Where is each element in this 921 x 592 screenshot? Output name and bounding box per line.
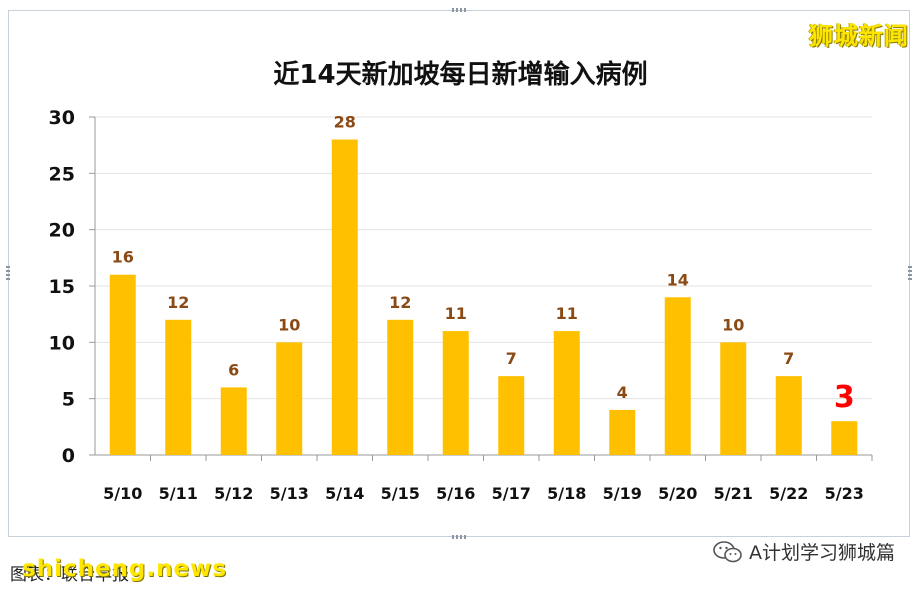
data-label: 7 [506,349,517,368]
bar [331,139,358,456]
wechat-account: A计划学习狮城篇 [713,538,895,565]
x-tick-label: 5/11 [159,484,198,503]
wechat-label: A计划学习狮城篇 [749,542,895,564]
x-tick-label: 5/22 [769,484,808,503]
bar [720,342,747,455]
brand-logo: 狮城新闻 [809,22,909,50]
bar [498,376,525,455]
bar [276,342,303,455]
data-label: 11 [556,304,578,323]
source-caption: 图表：联合早报 [10,565,129,585]
data-label: 6 [228,360,239,379]
x-tick-label: 5/19 [603,484,642,503]
y-tick-label: 15 [49,276,75,298]
x-tick-label: 5/16 [436,484,475,503]
bar [831,421,858,455]
data-label: 11 [445,304,467,323]
data-label: 12 [167,293,189,312]
x-tick-label: 5/23 [825,484,864,503]
data-label: 10 [722,315,744,334]
y-tick-label: 0 [62,445,75,467]
data-label: 16 [112,248,134,267]
resize-handle-right[interactable] [908,266,912,282]
data-label: 28 [334,113,356,132]
y-tick-label: 10 [49,332,75,354]
bar [109,274,136,455]
y-tick-label: 20 [49,220,75,242]
data-label: 10 [278,315,300,334]
y-tick-label: 25 [49,163,75,185]
data-label: 14 [667,270,689,289]
x-tick-label: 5/10 [103,484,142,503]
x-tick-label: 5/14 [325,484,364,503]
x-tick-label: 5/17 [492,484,531,503]
x-tick-label: 5/18 [547,484,586,503]
resize-handle-bottom[interactable] [452,535,468,539]
x-tick-label: 5/20 [658,484,697,503]
bar [609,409,636,455]
bar [387,319,414,455]
wechat-icon [713,540,742,562]
data-label: 12 [389,293,411,312]
resize-handle-left[interactable] [6,266,10,282]
bar [553,331,580,455]
bar [165,319,192,455]
resize-handle-top[interactable] [452,8,468,12]
y-tick-label: 30 [49,107,75,129]
data-label: 3 [834,380,855,415]
site-watermark: shicheng.news [22,556,228,582]
chart-title: 近14天新加坡每日新增输入病例 [273,60,648,90]
y-tick-label: 5 [62,389,75,411]
bar [775,376,802,455]
x-tick-label: 5/13 [270,484,309,503]
x-tick-label: 5/21 [714,484,753,503]
data-label: 7 [783,349,794,368]
data-label: 4 [617,383,628,402]
x-tick-label: 5/15 [381,484,420,503]
bar [220,387,247,455]
bar [442,331,469,455]
x-tick-label: 5/12 [214,484,253,503]
bar [664,297,691,455]
